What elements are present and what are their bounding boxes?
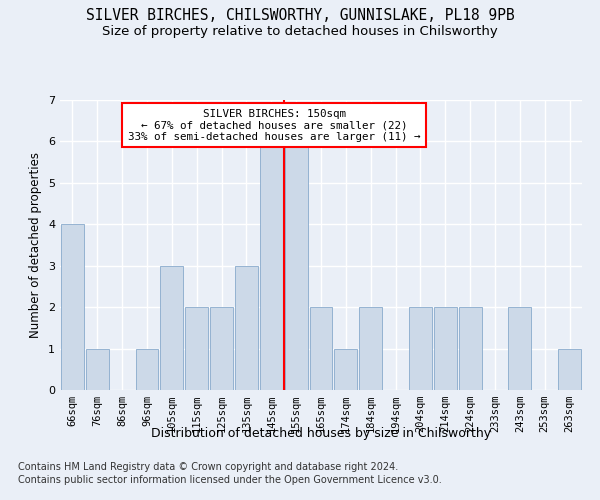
Bar xyxy=(310,307,332,390)
Text: SILVER BIRCHES: 150sqm
← 67% of detached houses are smaller (22)
33% of semi-det: SILVER BIRCHES: 150sqm ← 67% of detached… xyxy=(128,108,420,142)
Text: Size of property relative to detached houses in Chilsworthy: Size of property relative to detached ho… xyxy=(102,25,498,38)
Bar xyxy=(61,224,84,390)
Bar xyxy=(459,307,482,390)
Text: Distribution of detached houses by size in Chilsworthy: Distribution of detached houses by size … xyxy=(151,428,491,440)
Bar xyxy=(558,348,581,390)
Bar xyxy=(285,142,308,390)
Bar xyxy=(508,307,531,390)
Bar xyxy=(409,307,432,390)
Bar xyxy=(260,142,283,390)
Text: Contains public sector information licensed under the Open Government Licence v3: Contains public sector information licen… xyxy=(18,475,442,485)
Text: SILVER BIRCHES, CHILSWORTHY, GUNNISLAKE, PL18 9PB: SILVER BIRCHES, CHILSWORTHY, GUNNISLAKE,… xyxy=(86,8,514,22)
Text: Contains HM Land Registry data © Crown copyright and database right 2024.: Contains HM Land Registry data © Crown c… xyxy=(18,462,398,472)
Bar xyxy=(434,307,457,390)
Bar xyxy=(86,348,109,390)
Bar xyxy=(160,266,183,390)
Y-axis label: Number of detached properties: Number of detached properties xyxy=(29,152,43,338)
Bar xyxy=(334,348,357,390)
Bar xyxy=(235,266,258,390)
Bar xyxy=(359,307,382,390)
Bar xyxy=(210,307,233,390)
Bar xyxy=(185,307,208,390)
Bar xyxy=(136,348,158,390)
